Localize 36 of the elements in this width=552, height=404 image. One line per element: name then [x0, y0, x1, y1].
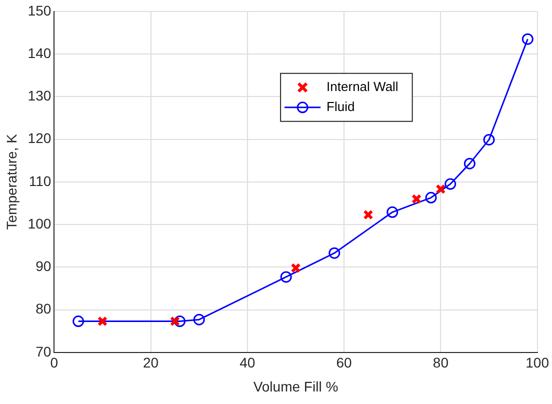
- x-tick-label: 20: [143, 354, 159, 371]
- y-tick-label: 120: [28, 130, 52, 146]
- x-tick-label: 80: [432, 354, 449, 371]
- y-axis-title: Temperature, K: [3, 133, 20, 230]
- point: [522, 33, 534, 45]
- point: [436, 184, 446, 194]
- point: [290, 262, 301, 274]
- y-tick-label: 70: [36, 343, 52, 360]
- point: [72, 316, 84, 328]
- y-tick-label: 100: [28, 215, 52, 232]
- point: [425, 192, 437, 204]
- y-tick-label: 80: [36, 300, 52, 317]
- y-tick-label: 110: [28, 172, 52, 189]
- y-tick-label: 140: [28, 44, 52, 61]
- x-tick-label: 40: [240, 354, 256, 371]
- point: [174, 316, 186, 328]
- point: [411, 194, 422, 204]
- point: [386, 206, 398, 218]
- x-tick-label: 0: [50, 354, 58, 371]
- point: [280, 271, 292, 283]
- point: [483, 134, 495, 146]
- x-tick-label: 100: [526, 354, 550, 371]
- point: [328, 247, 340, 259]
- x-tick-label: 60: [336, 354, 352, 371]
- point: [444, 178, 456, 190]
- point: [363, 210, 374, 220]
- legend-label: Fluid: [326, 98, 355, 114]
- y-tick-label: 130: [28, 88, 52, 104]
- legend-label: Internal Wall: [326, 78, 398, 94]
- x-axis-title: Volume Fill %: [253, 378, 338, 394]
- point: [170, 316, 180, 326]
- point: [193, 314, 205, 326]
- y-tick-label: 150: [28, 2, 52, 18]
- point: [97, 316, 108, 326]
- y-tick-label: 90: [36, 258, 52, 274]
- point: [464, 158, 476, 170]
